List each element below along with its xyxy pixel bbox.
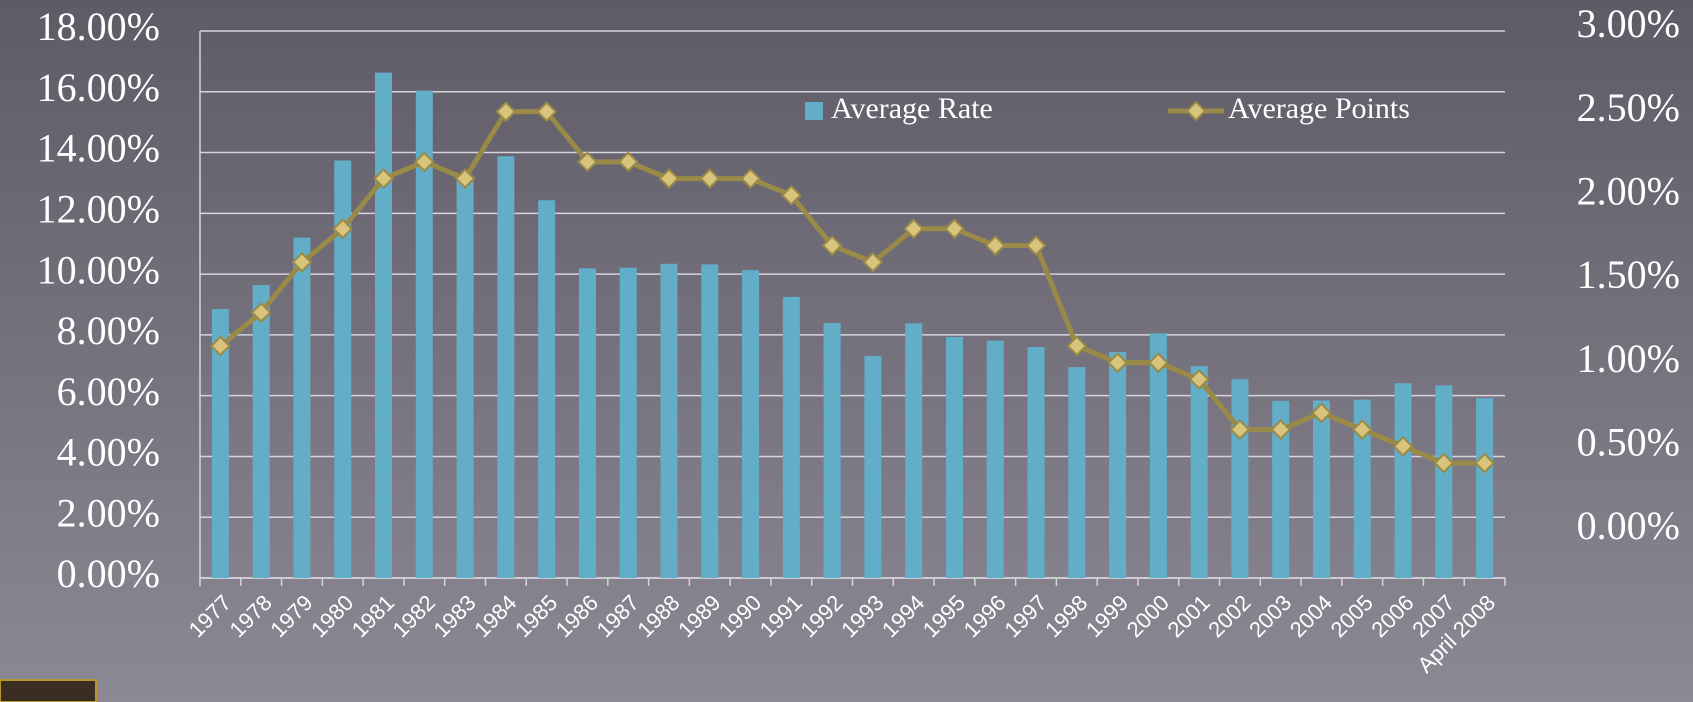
bar bbox=[824, 323, 841, 578]
bar bbox=[864, 356, 881, 578]
bar bbox=[1435, 385, 1452, 578]
bar bbox=[1231, 379, 1248, 578]
x-tick-label: 1977 bbox=[184, 590, 236, 642]
bar bbox=[538, 200, 555, 578]
bar bbox=[1395, 383, 1412, 578]
y2-tick-label: 3.00% bbox=[1577, 1, 1680, 46]
bar bbox=[987, 341, 1004, 578]
x-tick-label: 2006 bbox=[1366, 590, 1418, 642]
page: {"chart_data": { "type": "bar", "categor… bbox=[0, 0, 1693, 702]
marker bbox=[986, 237, 1004, 255]
marker bbox=[701, 170, 719, 188]
x-tick-label: 1980 bbox=[306, 590, 358, 642]
x-tick-label: 1997 bbox=[999, 590, 1051, 642]
y2-tick-label: 0.50% bbox=[1577, 420, 1680, 465]
y2-tick-label: 0.00% bbox=[1577, 503, 1680, 548]
x-tick-label: 2002 bbox=[1203, 590, 1255, 642]
x-tick-label: 1983 bbox=[428, 590, 480, 642]
bar bbox=[1313, 401, 1330, 578]
bar bbox=[1191, 366, 1208, 578]
thumbnail bbox=[0, 680, 96, 702]
y-tick-label: 8.00% bbox=[57, 308, 160, 353]
marker bbox=[1068, 337, 1086, 355]
legend-label: Average Points bbox=[1228, 92, 1410, 125]
x-tick-label: 1984 bbox=[469, 590, 521, 642]
x-tick-label: 2005 bbox=[1326, 590, 1378, 642]
x-tick-label: 2003 bbox=[1244, 590, 1296, 642]
bar bbox=[1068, 367, 1085, 578]
legend-swatch bbox=[805, 102, 823, 120]
bar bbox=[946, 337, 963, 578]
x-tick-label: 1998 bbox=[1040, 590, 1092, 642]
x-tick-label: 1979 bbox=[265, 590, 317, 642]
y2-tick-label: 2.00% bbox=[1577, 169, 1680, 214]
legend-marker bbox=[1187, 102, 1205, 120]
x-tick-label: 2004 bbox=[1285, 590, 1337, 642]
x-tick-label: 1989 bbox=[673, 590, 725, 642]
marker bbox=[1027, 237, 1045, 255]
x-tick-label: 1999 bbox=[1081, 590, 1133, 642]
x-tick-label: 1995 bbox=[918, 590, 970, 642]
y-tick-label: 2.00% bbox=[57, 490, 160, 535]
bar bbox=[457, 176, 474, 578]
x-tick-label: 1990 bbox=[714, 590, 766, 642]
marker bbox=[742, 170, 760, 188]
x-tick-label: 1992 bbox=[795, 590, 847, 642]
x-tick-label: 1988 bbox=[632, 590, 684, 642]
bar bbox=[783, 297, 800, 578]
bar bbox=[742, 270, 759, 578]
bar bbox=[701, 264, 718, 578]
bar bbox=[1028, 347, 1045, 578]
x-tick-label: 1978 bbox=[225, 590, 277, 642]
x-tick-label: 1981 bbox=[347, 590, 399, 642]
x-tick-label: 1993 bbox=[836, 590, 888, 642]
bar bbox=[497, 156, 514, 578]
marker bbox=[945, 220, 963, 238]
chart: 0.00% 2.00% 4.00% 6.00% 8.00% 10.00% 12.00% 14.… bbox=[0, 0, 1693, 702]
y-tick-label: 10.00% bbox=[37, 247, 160, 292]
bar bbox=[1109, 352, 1126, 578]
bar bbox=[905, 323, 922, 578]
y-tick-label: 16.00% bbox=[37, 65, 160, 110]
bar bbox=[375, 73, 392, 578]
x-tick-label: 2001 bbox=[1162, 590, 1214, 642]
legend-item: Average Rate bbox=[805, 92, 993, 125]
line bbox=[220, 112, 1484, 463]
x-tick-label: 2000 bbox=[1122, 590, 1174, 642]
y2-tick-label: 1.00% bbox=[1577, 336, 1680, 381]
y-tick-label: 6.00% bbox=[57, 369, 160, 414]
bar bbox=[1476, 398, 1493, 578]
x-tick-label: 1986 bbox=[551, 590, 603, 642]
y-tick-label: 14.00% bbox=[37, 126, 160, 171]
x-tick-label: 1996 bbox=[959, 590, 1011, 642]
x-tick-label: 1991 bbox=[755, 590, 807, 642]
legend-item: Average Points bbox=[1168, 92, 1410, 125]
y-tick-label: 18.00% bbox=[37, 4, 160, 49]
bar bbox=[579, 268, 596, 578]
x-tick-label: 1994 bbox=[877, 590, 929, 642]
y-tick-label: 4.00% bbox=[57, 430, 160, 475]
y-tick-label: 12.00% bbox=[37, 187, 160, 232]
bar bbox=[660, 264, 677, 578]
y2-tick-label: 1.50% bbox=[1577, 252, 1680, 297]
bar bbox=[253, 285, 270, 578]
marker bbox=[619, 153, 637, 171]
legend-label: Average Rate bbox=[831, 92, 993, 125]
y2-tick-label: 2.50% bbox=[1577, 85, 1680, 130]
marker bbox=[660, 170, 678, 188]
x-tick-label: 1985 bbox=[510, 590, 562, 642]
x-tick-label: 1982 bbox=[388, 590, 440, 642]
x-tick-label: 1987 bbox=[592, 590, 644, 642]
bar bbox=[293, 238, 310, 578]
bar bbox=[620, 268, 637, 578]
y-tick-label: 0.00% bbox=[57, 551, 160, 596]
